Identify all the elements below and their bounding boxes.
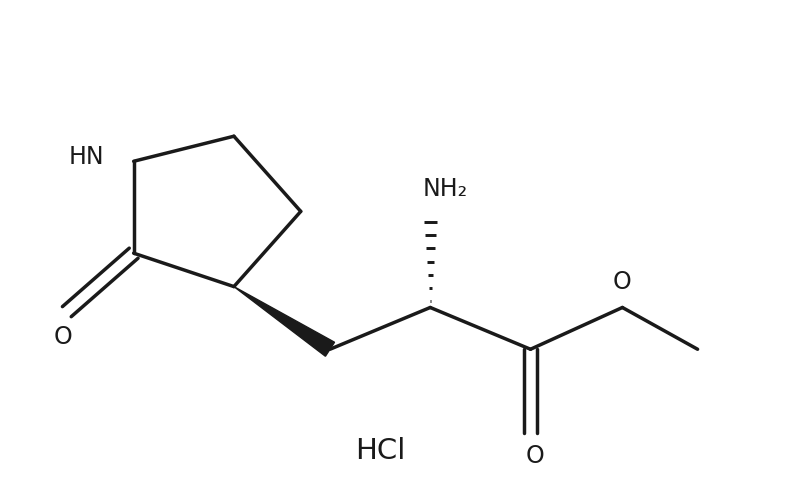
Text: HN: HN [69,145,104,169]
Polygon shape [234,286,334,356]
Text: HCl: HCl [355,437,405,465]
Text: NH₂: NH₂ [423,177,468,201]
Text: O: O [613,270,632,294]
Text: O: O [53,325,72,349]
Text: O: O [525,444,544,468]
